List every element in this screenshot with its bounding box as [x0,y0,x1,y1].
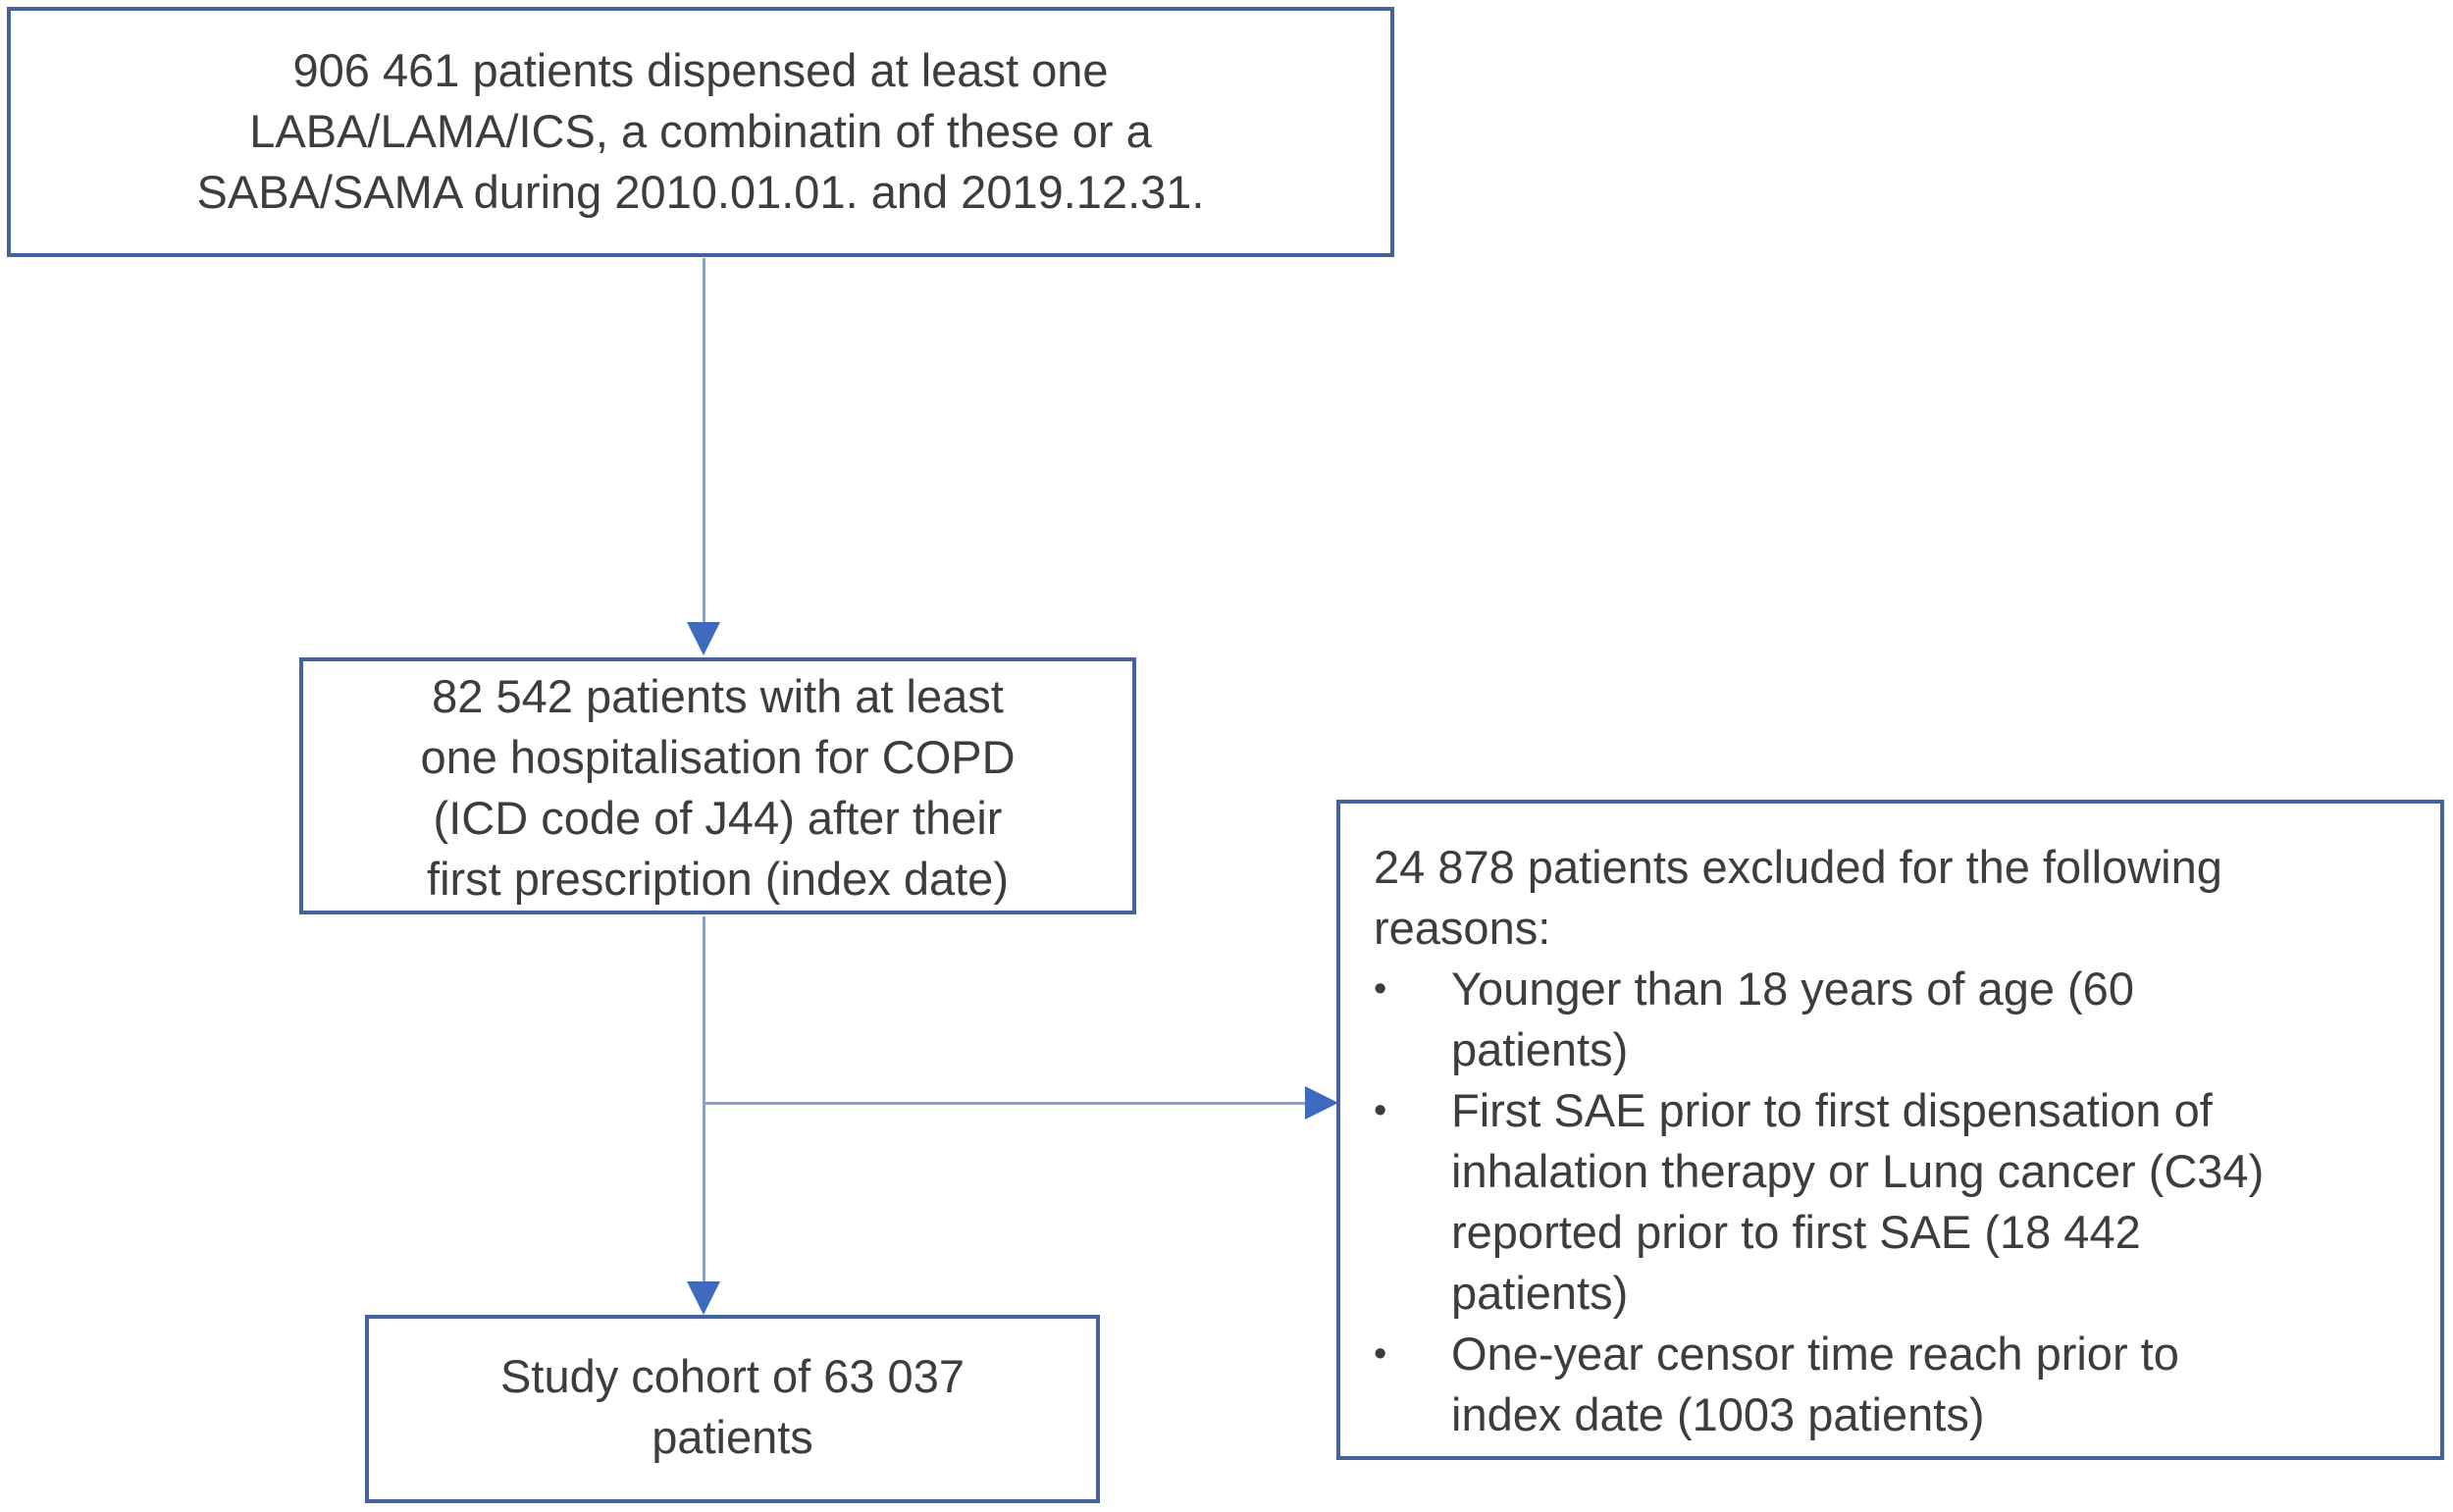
box-hospitalised-patients: 82 542 patients with at least one hospit… [299,657,1136,914]
box-text-line: One-year censor time reach prior to [1451,1328,2179,1380]
bullet-icon: • [1374,1333,1387,1375]
box-text-line: patients) [1451,1023,1629,1075]
connector-branch-to-excluded [704,1102,1305,1105]
exclusion-reason-text: One-year censor time reach prior to inde… [1451,1324,2413,1445]
box-text-line: reasons: [1374,902,1551,954]
exclusion-reason-text: First SAE prior to first dispensation of… [1451,1080,2413,1324]
box-text-line: First SAE prior to first dispensation of [1451,1084,2213,1136]
arrowhead-down-icon [687,622,720,655]
box-text-line: first prescription (index date) [427,853,1009,905]
exclusion-reason-item: • Younger than 18 years of age (60 patie… [1374,959,2413,1080]
connector-hospitalised-to-cohort [703,916,705,1281]
exclusion-reason-text: Younger than 18 years of age (60 patient… [1451,959,2413,1080]
exclusion-reason-item: • First SAE prior to first dispensation … [1374,1080,2413,1324]
box-text-line: reported prior to first SAE (18 442 [1451,1206,2141,1258]
arrowhead-right-icon [1305,1086,1338,1120]
box-text-line: inhalation therapy or Lung cancer (C34) [1451,1145,2265,1197]
bullet-icon: • [1374,968,1387,1010]
box-source-population: 906 461 patients dispensed at least one … [7,7,1394,257]
box-text-line: one hospitalisation for COPD [420,731,1016,783]
box-text-line: LABA/LAMA/ICS, a combinatin of these or … [249,105,1152,157]
arrowhead-down-icon [687,1281,720,1315]
box-study-cohort: Study cohort of 63 037 patients [365,1315,1100,1503]
bullet-icon: • [1374,1090,1387,1131]
box-text-line: (ICD code of J44) after their [433,792,1003,844]
box-text-line: Younger than 18 years of age (60 [1451,963,2134,1015]
box-text-line: SABA/SAMA during 2010.01.01. and 2019.12… [196,166,1205,218]
box-text-line: 906 461 patients dispensed at least one [292,44,1109,96]
box-text-line: 24 878 patients excluded for the followi… [1374,841,2222,893]
exclusion-reason-item: • One-year censor time reach prior to in… [1374,1324,2413,1445]
box-text-line: patients) [1451,1267,1629,1319]
box-text-line: index date (1003 patients) [1451,1388,1985,1440]
connector-source-to-hospitalised [703,258,705,622]
box-excluded-patients: 24 878 patients excluded for the followi… [1336,800,2444,1460]
box-text-line: Study cohort of 63 037 [500,1350,965,1402]
box-text-line: patients [652,1411,813,1463]
box-text-line: 82 542 patients with at least [432,670,1004,722]
